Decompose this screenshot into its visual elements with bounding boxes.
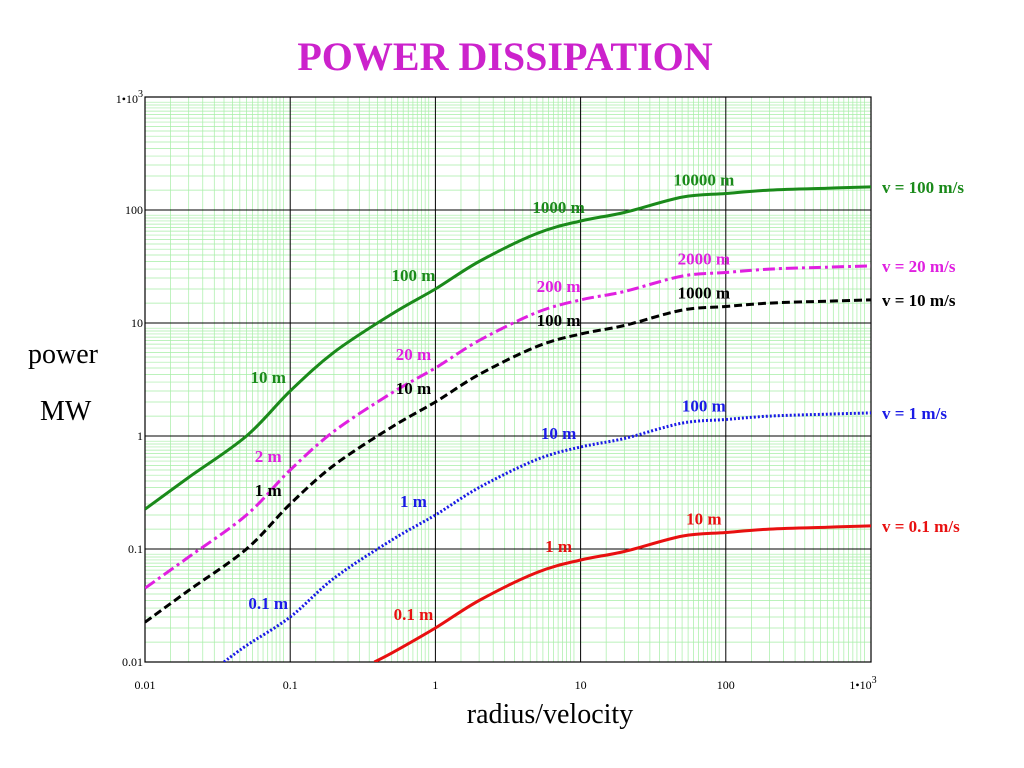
radius-annotation: 100 m (537, 311, 581, 330)
x-tick-exponent: 3 (872, 675, 877, 686)
radius-annotation: 10 m (686, 509, 721, 528)
y-tick-labels: 0.01 0.1 1 10 100 1•103 (116, 89, 143, 669)
radius-annotation: 10 m (250, 368, 285, 387)
y-tick-label: 1•103 (116, 89, 143, 106)
series-label: v = 20 m/s (882, 257, 956, 276)
y-tick-label: 0.1 (128, 542, 143, 556)
radius-annotation: 1000 m (678, 283, 730, 302)
y-tick-label: 1 (137, 429, 143, 443)
series-line-v20 (145, 264, 871, 590)
chart-title: POWER DISSIPATION (297, 34, 712, 79)
x-tick-label: 0.1 (283, 678, 298, 692)
x-tick-label: 1 (432, 678, 438, 692)
radius-annotation: 10 m (541, 424, 576, 443)
radius-annotation: 1 m (400, 492, 427, 511)
plot-frame (144, 96, 872, 663)
radius-annotations: 10 m 100 m 1000 m 10000 m 2 m 20 m 200 m 2000 m… (248, 170, 734, 623)
radius-annotation: 0.1 m (248, 594, 288, 613)
series-line-v1 (223, 411, 871, 662)
radius-annotation: 100 m (682, 396, 726, 415)
radius-annotation: 200 m (537, 277, 581, 296)
grid-minor (145, 97, 871, 662)
series-label: v = 10 m/s (882, 291, 956, 310)
radius-annotation: 20 m (396, 345, 431, 364)
series-label: v = 1 m/s (882, 404, 947, 423)
x-tick-label: 100 (717, 678, 735, 692)
x-tick-label: 1•103 (849, 675, 876, 692)
series-line-v100 (145, 185, 871, 511)
x-tick-label: 0.01 (135, 678, 156, 692)
y-tick-exponent: 3 (138, 89, 143, 100)
radius-annotation: 2 m (255, 447, 282, 466)
radius-annotation: 2000 m (678, 249, 730, 268)
x-tick-labels: 0.01 0.1 1 10 100 1•103 (135, 675, 877, 692)
x-tick-label: 10 (575, 678, 587, 692)
series-lines (145, 185, 871, 662)
series-label: v = 100 m/s (882, 178, 964, 197)
radius-annotation: 1 m (255, 481, 282, 500)
radius-annotation: 100 m (391, 266, 435, 285)
radius-annotation: 0.1 m (394, 605, 434, 624)
series-line-v0_1 (373, 524, 871, 662)
radius-annotation: 1 m (545, 537, 572, 556)
y-tick-label: 10 (131, 316, 143, 330)
radius-annotation: 10000 m (673, 170, 734, 189)
series-label: v = 0.1 m/s (882, 517, 960, 536)
y-axis-label-line-2: MW (40, 396, 92, 427)
radius-annotation: 10 m (396, 379, 431, 398)
radius-annotation: 1000 m (532, 198, 584, 217)
x-axis-label: radius/velocity (467, 699, 633, 730)
series-legend-labels: v = 100 m/s v = 20 m/s v = 10 m/s v = 1 m/s… (882, 178, 964, 536)
y-tick-label: 0.01 (122, 655, 143, 669)
y-tick-label: 100 (125, 203, 143, 217)
y-axis-label-line-1: power (28, 339, 99, 370)
